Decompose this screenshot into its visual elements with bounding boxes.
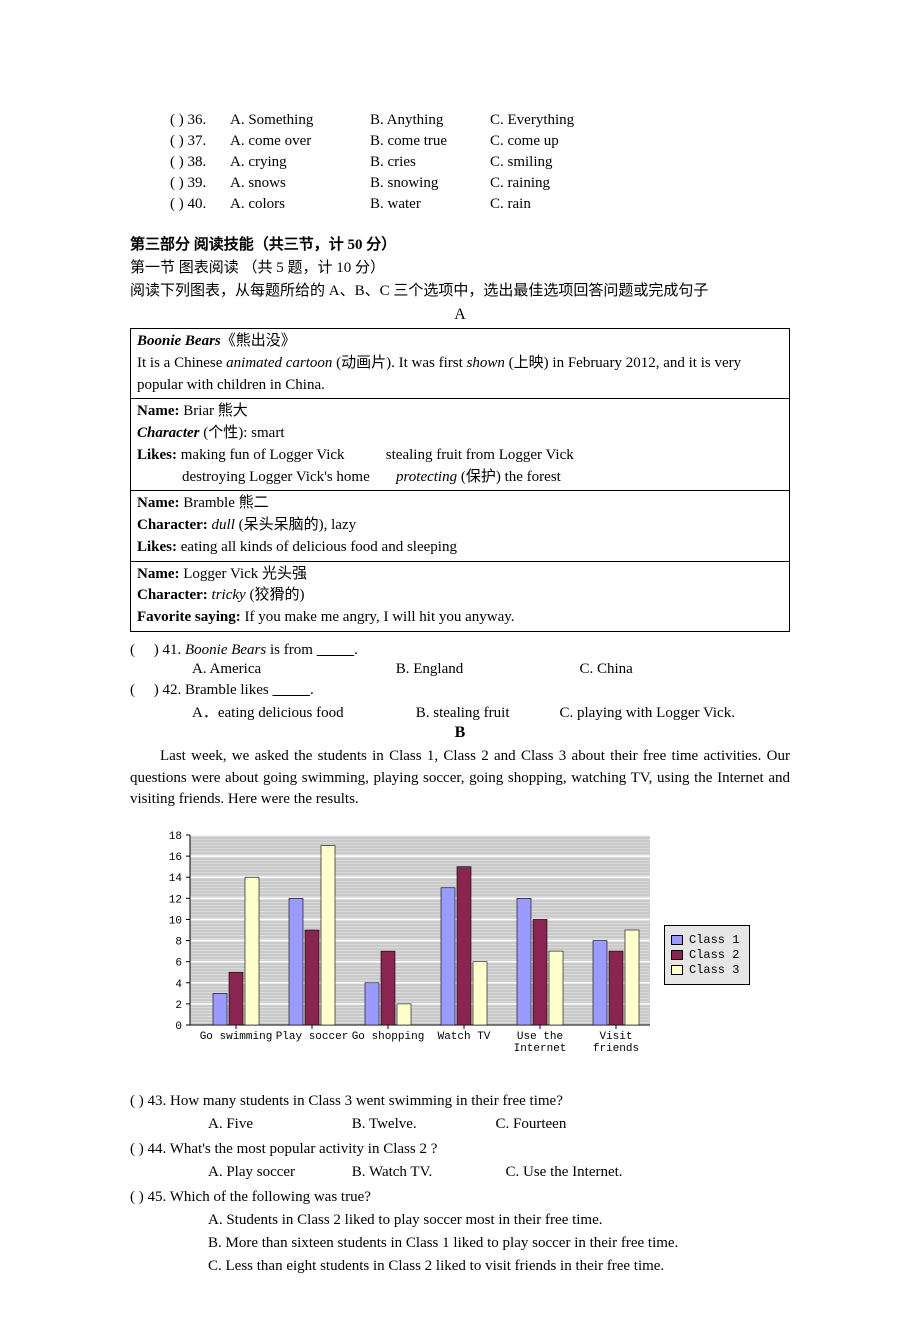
legend-row: Class 3 [671, 963, 739, 977]
q42-b: B. stealing fruit [416, 705, 556, 722]
mc-block: ( ) 36.A. SomethingB. AnythingC. Everyth… [130, 110, 790, 215]
mc-row: ( ) 37.A. come overB. come trueC. come u… [130, 131, 790, 152]
mc-row: ( ) 38.A. cryingB. criesC. smiling [130, 152, 790, 173]
q44-options: A. Play soccer B. Watch TV. C. Use the I… [130, 1164, 790, 1181]
section3-sub: 第一节 图表阅读 （共 5 题，计 10 分） [130, 256, 790, 277]
reading-a-table: Boonie Bears《熊出没》It is a Chinese animate… [130, 328, 790, 632]
q45-stem: ( ) 45. Which of the following was true? [130, 1189, 790, 1206]
svg-text:Go shopping: Go shopping [352, 1031, 425, 1043]
q44-c: C. Use the Internet. [506, 1164, 686, 1181]
q41-a: A. America [192, 661, 392, 678]
q42-a: A．eating delicious food [192, 701, 412, 722]
reading-a-row1: Boonie Bears《熊出没》It is a Chinese animate… [131, 329, 790, 399]
q42-stem: ( ) 42. Bramble likes . [130, 682, 790, 699]
section3-instr: 阅读下列图表，从每题所给的 A、B、C 三个选项中，选出最佳选项回答问题或完成句… [130, 279, 790, 300]
reading-B-marker: B [130, 724, 790, 742]
q43-b: B. Twelve. [352, 1116, 492, 1133]
legend-row: Class 1 [671, 933, 739, 947]
svg-text:Watch TV: Watch TV [438, 1031, 491, 1043]
reading-A-marker: A [130, 306, 790, 324]
legend-row: Class 2 [671, 948, 739, 962]
section3-title: 第三部分 阅读技能（共三节，计 50 分） [130, 233, 790, 254]
mc-row: ( ) 40.A. colorsB. waterC. rain [130, 194, 790, 215]
svg-text:Internet: Internet [514, 1043, 567, 1055]
svg-text:10: 10 [169, 915, 182, 927]
q41-options: A. America B. England C. China [130, 661, 790, 678]
svg-text:Go swimming: Go swimming [200, 1031, 273, 1043]
chart-legend: Class 1Class 2Class 3 [664, 925, 750, 985]
svg-text:8: 8 [175, 937, 182, 949]
q41-b: B. England [396, 661, 576, 678]
svg-text:18: 18 [169, 831, 182, 843]
q42-c: C. playing with Logger Vick. [560, 705, 780, 722]
reading-a-row4: Name: Logger Vick 光头强Character: tricky (… [131, 561, 790, 631]
q43-a: A. Five [208, 1116, 348, 1133]
q43-stem: ( ) 43. How many students in Class 3 wen… [130, 1093, 790, 1110]
mc-row: ( ) 39.A. snowsB. snowingC. raining [130, 173, 790, 194]
svg-text:0: 0 [175, 1021, 182, 1033]
svg-text:Play soccer: Play soccer [276, 1031, 349, 1043]
q44-stem: ( ) 44. What's the most popular activity… [130, 1141, 790, 1158]
svg-text:14: 14 [169, 873, 183, 885]
q43-options: A. Five B. Twelve. C. Fourteen [130, 1116, 790, 1133]
svg-text:Use the: Use the [517, 1031, 563, 1043]
q41-c: C. China [580, 661, 700, 678]
q44-b: B. Watch TV. [352, 1164, 502, 1181]
q41-stem: ( ) 41. Boonie Bears is from . [130, 642, 790, 659]
activities-chart: 0 2 4 6 8 10 12 14 16 18 Go swimmingPlay soccerGo … [150, 825, 660, 1085]
q45-b: B. More than sixteen students in Class 1… [130, 1235, 790, 1252]
svg-text:friends: friends [593, 1043, 639, 1055]
svg-text:2: 2 [175, 1000, 182, 1012]
mc-row: ( ) 36.A. SomethingB. AnythingC. Everyth… [130, 110, 790, 131]
q45-a: A. Students in Class 2 liked to play soc… [130, 1212, 790, 1229]
svg-text:16: 16 [169, 852, 182, 864]
q45-c: C. Less than eight students in Class 2 l… [130, 1258, 790, 1275]
svg-text:6: 6 [175, 958, 182, 970]
reading-a-row3: Name: Bramble 熊二Character: dull (呆头呆脑的),… [131, 491, 790, 561]
passage-b: Last week, we asked the students in Clas… [130, 746, 790, 811]
q44-a: A. Play soccer [208, 1164, 348, 1181]
q42-options: A．eating delicious food B. stealing frui… [130, 701, 790, 722]
reading-a-row2: Name: Briar 熊大Character (个性): smartLikes… [131, 399, 790, 491]
svg-text:12: 12 [169, 894, 182, 906]
svg-text:Visit: Visit [599, 1031, 632, 1043]
q43-c: C. Fourteen [496, 1116, 636, 1133]
svg-text:4: 4 [175, 979, 182, 991]
